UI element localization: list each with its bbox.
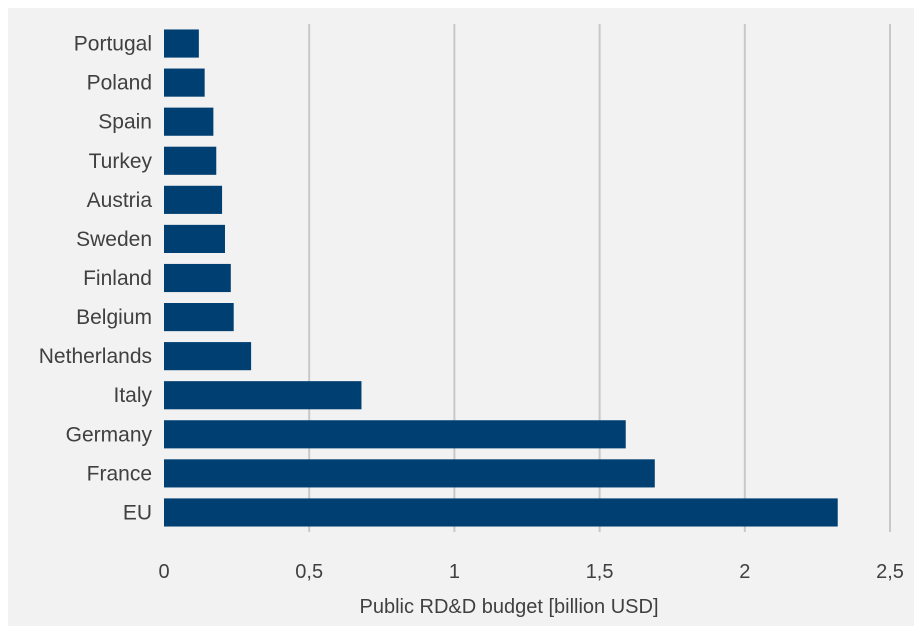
category-label: Germany [66,423,153,446]
category-label: Poland [87,72,152,95]
bar-germany [164,420,626,449]
bar-eu [164,498,838,527]
bar-netherlands [164,342,252,371]
category-label: Portugal [74,33,152,56]
bar-austria [164,185,223,214]
category-label: Turkey [89,150,153,173]
x-tick-label: 0 [158,561,169,583]
x-tick-labels: 0 0,5 1 1,5 2 2,5 [158,561,903,583]
category-label: Netherlands [39,345,152,368]
category-label: Belgium [76,306,152,329]
x-tick-label: 2,5 [876,561,904,583]
category-label: Austria [87,189,153,212]
bar-belgium [164,303,234,332]
category-label: Sweden [76,228,152,251]
bar-spain [164,107,214,136]
x-tick-label: 2 [739,561,750,583]
bars [164,29,838,527]
bar-italy [164,381,362,410]
category-label: Finland [83,267,152,290]
category-labels: Portugal Poland Spain Turkey Austria Sweden Fi… [39,33,153,525]
x-tick-label: 0,5 [295,561,323,583]
gridlines [308,24,891,532]
bar-portugal [164,29,199,58]
x-tick-label: 1 [449,561,460,583]
x-axis-label: Public RD&D budget [billion USD] [359,596,658,618]
category-label: EU [123,501,152,524]
category-label: Spain [98,111,152,134]
bar-turkey [164,146,217,175]
bar-poland [164,68,205,97]
bar-sweden [164,224,225,253]
bar-finland [164,263,231,293]
bar-france [164,459,655,488]
x-tick-label: 1,5 [586,561,614,583]
category-label: Italy [113,384,152,407]
category-label: France [87,462,152,485]
